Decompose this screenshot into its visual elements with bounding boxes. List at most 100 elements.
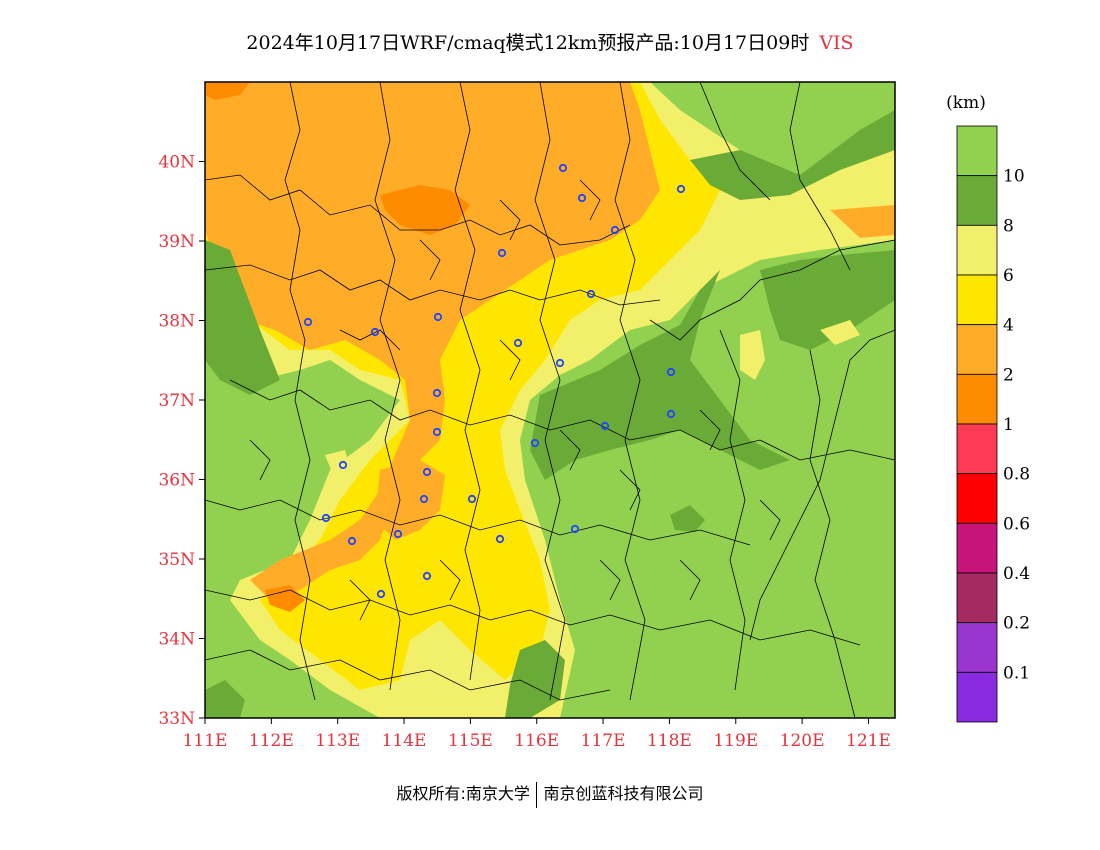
vis-2-4-region (830, 205, 895, 238)
city-marker (666, 409, 676, 419)
lat-tick-label: 40N (158, 153, 195, 173)
colorbar-swatch (956, 373, 998, 425)
colorbar-label: 0.2 (1003, 614, 1030, 634)
city-marker (422, 571, 432, 581)
city-marker (338, 460, 348, 470)
colorbar-swatch (956, 224, 998, 276)
visibility-field (205, 82, 895, 718)
city-marker (433, 312, 443, 322)
vis-1-2-region (380, 185, 470, 235)
colorbar-label: 0.1 (1003, 663, 1030, 683)
city-marker (432, 427, 442, 437)
vis-8-10-region (205, 680, 245, 718)
city-markers (303, 163, 686, 599)
colorbar-swatch (956, 572, 998, 624)
lat-tick-label: 36N (158, 471, 195, 491)
city-marker (666, 367, 676, 377)
title-variable: VIS (819, 32, 854, 54)
colorbar-label: 4 (1003, 316, 1014, 336)
lat-tick-label: 33N (158, 709, 195, 729)
lon-tick-label: 112E (249, 731, 294, 751)
lon-tick-label: 116E (514, 731, 559, 751)
vis-2-4-region (375, 460, 445, 540)
vis-8-10-region (670, 505, 705, 532)
vis-6-8-region (325, 450, 350, 472)
colorbar-label: 0.4 (1003, 564, 1030, 584)
footer-owner: 版权所有:南京大学 (396, 784, 530, 803)
lat-tick-label: 39N (158, 232, 195, 252)
colorbar-swatch (956, 423, 998, 475)
vis-6-8-region (820, 320, 860, 345)
colorbar-label: 2 (1003, 365, 1014, 385)
city-marker (393, 529, 403, 539)
city-marker (600, 421, 610, 431)
city-marker (376, 589, 386, 599)
vis-8-10-region (690, 110, 895, 200)
colorbar-label: 0.6 (1003, 514, 1030, 534)
city-marker (577, 193, 587, 203)
city-marker (495, 534, 505, 544)
boundary-lines (205, 82, 895, 718)
city-marker (586, 289, 596, 299)
colorbar-swatch (956, 324, 998, 375)
colorbar-label: 8 (1003, 216, 1014, 236)
lon-tick-label: 121E (846, 731, 891, 751)
lat-tick-label: 34N (158, 630, 195, 650)
colorbar-swatch (956, 274, 998, 326)
colorbar-label: 10 (1003, 167, 1025, 187)
city-marker (497, 248, 507, 258)
colorbar-unit: (km) (946, 93, 986, 113)
colorbar-swatch (956, 175, 998, 226)
vis-2-4-region (205, 82, 660, 600)
lon-tick-label: 117E (581, 731, 626, 751)
vis-1-2-region (265, 585, 305, 612)
lon-tick-label: 120E (780, 731, 825, 751)
colorbar-label: 0.8 (1003, 465, 1030, 485)
city-marker (347, 536, 357, 546)
lon-tick-label: 114E (382, 731, 427, 751)
city-marker (570, 524, 580, 534)
footer-company: 南京创蓝科技有限公司 (543, 784, 704, 803)
city-marker (432, 388, 442, 398)
lon-tick-label: 113E (315, 731, 360, 751)
latitude-axis: 40N 39N 38N 37N 36N 35N 34N 33N (158, 153, 205, 729)
vis-8-10-region (205, 240, 280, 395)
footer-divider (535, 781, 538, 808)
vis-6-8-region (740, 330, 765, 380)
city-marker (555, 358, 565, 368)
vis-1-2-region (205, 82, 250, 100)
city-marker (558, 163, 568, 173)
chart-title: 2024年10月17日WRF/cmaq模式12km预报产品:10月17日09时 V… (0, 28, 1100, 55)
city-marker (467, 494, 477, 504)
lat-tick-label: 37N (158, 391, 195, 411)
city-marker (422, 467, 432, 477)
city-marker (513, 338, 523, 348)
colorbar: 10 8 6 4 2 1 0.8 0.6 0.4 0.2 0.1 (956, 125, 1030, 723)
colorbar-label: 6 (1003, 266, 1014, 286)
lon-tick-label: 111E (183, 731, 228, 751)
lat-tick-label: 38N (158, 312, 195, 332)
title-main: 2024年10月17日WRF/cmaq模式12km预报产品:10月17日09时 (246, 32, 810, 54)
lon-tick-label: 119E (713, 731, 758, 751)
lon-tick-label: 115E (448, 731, 493, 751)
colorbar-swatch (956, 671, 998, 723)
colorbar-swatch (956, 125, 998, 177)
vis-8-10-region (760, 250, 895, 350)
city-marker (303, 317, 313, 327)
city-marker (610, 225, 620, 235)
lon-tick-label: 118E (647, 731, 692, 751)
city-marker (676, 184, 686, 194)
colorbar-swatch (956, 473, 998, 524)
colorbar-swatch (956, 522, 998, 574)
colorbar-swatch (956, 622, 998, 673)
city-marker (321, 513, 331, 523)
copyright-footer: 版权所有:南京大学 南京创蓝科技有限公司 (0, 780, 1100, 808)
vis-8-10-region (530, 270, 790, 480)
lat-tick-label: 35N (158, 550, 195, 570)
city-marker (419, 494, 429, 504)
city-marker (530, 438, 540, 448)
longitude-axis: 111E 112E 113E 114E 115E 116E 117E 118E 119E 120E… (183, 718, 891, 751)
colorbar-label: 1 (1003, 415, 1014, 435)
city-marker (370, 327, 380, 337)
